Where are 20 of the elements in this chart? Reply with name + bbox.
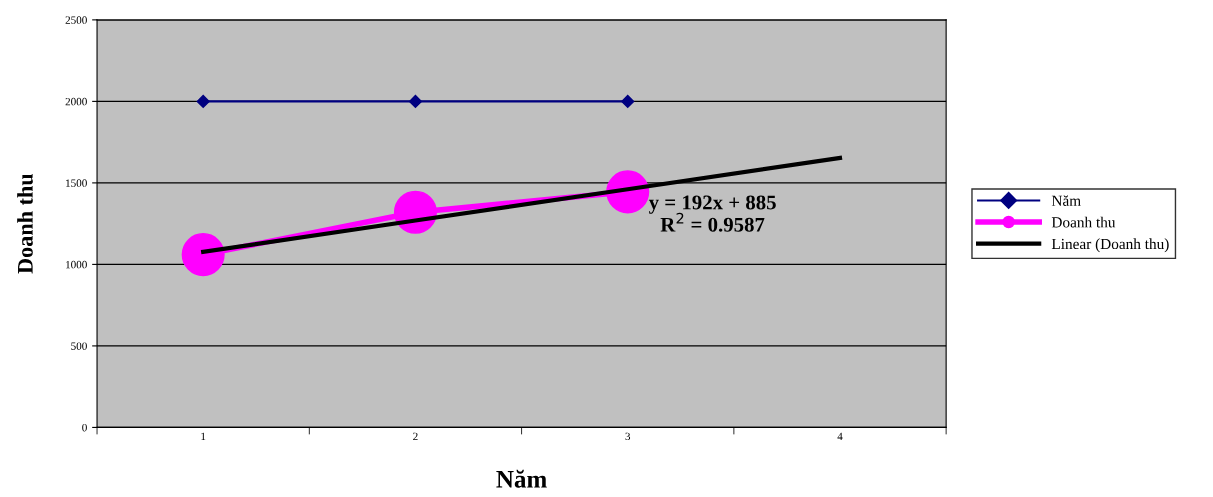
x-tick-label: 1 bbox=[201, 432, 206, 440]
x-axis-title: Năm bbox=[496, 469, 547, 488]
x-tick-label: 3 bbox=[625, 432, 631, 441]
y-tick-label: 2000 bbox=[65, 97, 87, 106]
y-tick-label: 500 bbox=[71, 342, 87, 350]
x-tick-label: 2 bbox=[413, 432, 418, 440]
y-tick-label: 1500 bbox=[66, 179, 87, 187]
point bbox=[408, 94, 423, 108]
y-axis-title: Doanh thu bbox=[17, 173, 33, 274]
x-tick-label: 4 bbox=[837, 432, 843, 440]
legend-label: Doanh thu bbox=[1051, 216, 1116, 228]
annotation: y = 192x + 885 R$^{2}$ = 0.9587 bbox=[648, 195, 776, 232]
y-tick-label: 0 bbox=[82, 423, 87, 432]
legend-label: Linear (Doanh thu) bbox=[1051, 238, 1169, 253]
y-tick-label: 2500 bbox=[65, 16, 87, 24]
point bbox=[196, 94, 210, 108]
point bbox=[621, 94, 635, 108]
point bbox=[181, 233, 225, 277]
y-tick-label: 1000 bbox=[66, 260, 87, 269]
legend-label: Năm bbox=[1051, 195, 1081, 206]
